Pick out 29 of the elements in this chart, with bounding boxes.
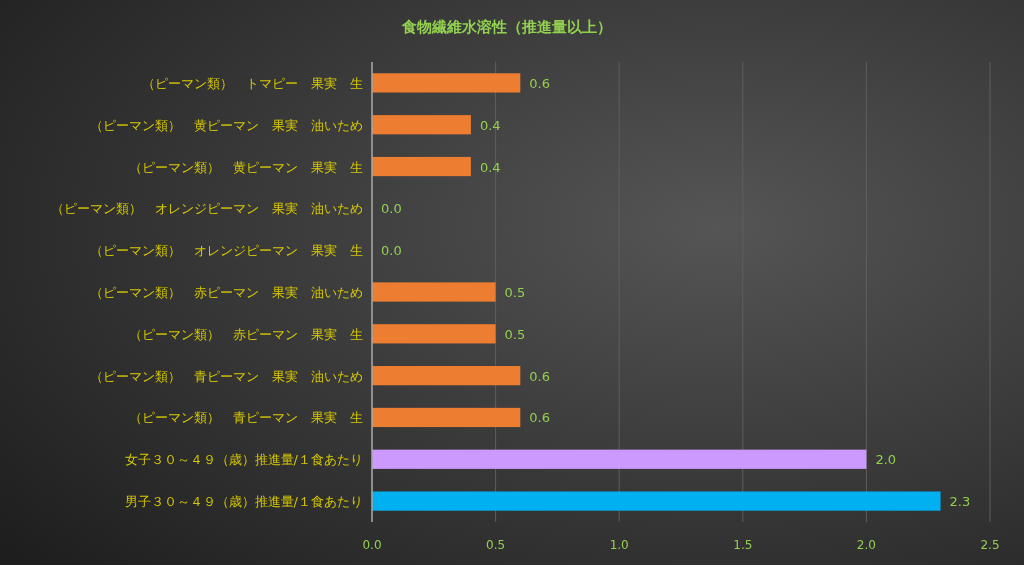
- data-label: 0.0: [381, 243, 402, 259]
- data-label: 0.5: [504, 285, 526, 300]
- data-label: 0.6: [529, 75, 551, 91]
- y-tick-label: （ピーマン類） トマピー 果実 生: [142, 75, 363, 91]
- x-tick-label: 2.5: [980, 538, 1000, 552]
- y-tick-label: （ピーマン類） オレンジピーマン 果実 生: [90, 243, 363, 259]
- data-label: 2.0: [875, 452, 897, 468]
- data-label: 0.5: [504, 326, 526, 342]
- x-tick-label: 2.0: [856, 538, 876, 552]
- y-tick-label: 男子３０～４９（歳）推進量/１食あたり: [124, 494, 363, 510]
- chart-title: 食物繊維水溶性（推進量以上）: [401, 18, 612, 36]
- x-tick-label: 1.0: [609, 538, 629, 552]
- data-label: 0.4: [479, 117, 501, 133]
- y-tick-label: （ピーマン類） 青ピーマン 果実 油いため: [90, 368, 363, 384]
- y-tick-label: （ピーマン類） オレンジピーマン 果実 油いため: [51, 201, 363, 217]
- data-label: 0.4: [479, 159, 501, 175]
- data-label: 0.0: [381, 201, 402, 217]
- y-tick-label: （ピーマン類） 黄ピーマン 果実 生: [129, 159, 363, 175]
- y-tick-label: （ピーマン類） 赤ピーマン 果実 生: [129, 326, 363, 342]
- x-tick-label: 0.0: [362, 538, 382, 552]
- y-tick-label: 女子３０～４９（歳）推進量/１食あたり: [124, 452, 363, 468]
- y-tick-label: （ピーマン類） 青ピーマン 果実 生: [129, 410, 363, 426]
- y-tick-label: （ピーマン類） 赤ピーマン 果実 油いため: [90, 285, 363, 300]
- x-tick-label: 1.5: [733, 538, 753, 552]
- x-tick-label: 0.5: [486, 538, 506, 552]
- data-label: 0.6: [529, 368, 551, 384]
- data-label: 0.6: [529, 410, 551, 426]
- data-label: 2.3: [949, 494, 971, 510]
- y-tick-label: （ピーマン類） 黄ピーマン 果実 油いため: [90, 117, 363, 133]
